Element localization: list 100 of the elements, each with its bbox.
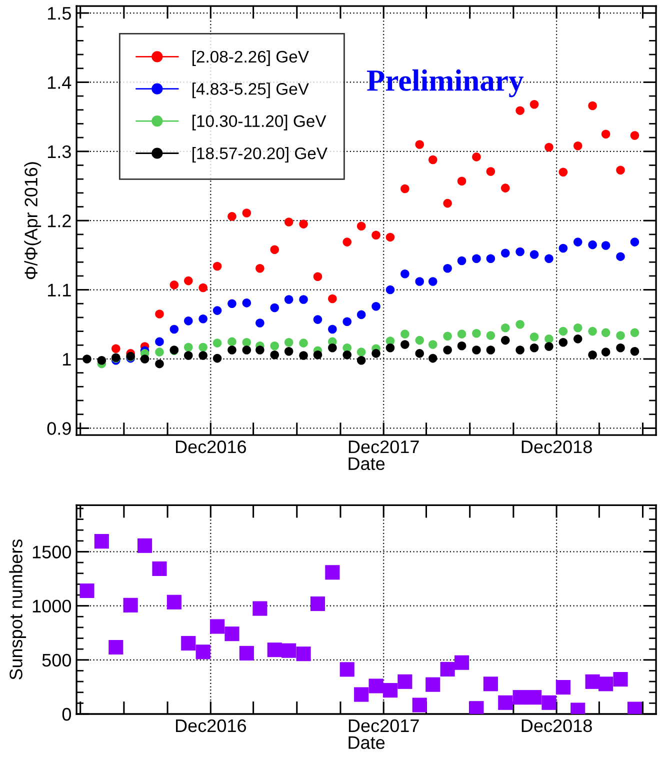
x-axis-title: Date bbox=[348, 736, 385, 749]
point bbox=[428, 340, 438, 349]
point bbox=[472, 346, 481, 354]
point bbox=[313, 350, 322, 360]
point bbox=[382, 683, 398, 698]
point bbox=[544, 334, 554, 344]
point bbox=[354, 687, 369, 702]
x-tick-label: Dec2017 bbox=[348, 719, 419, 732]
point bbox=[342, 238, 352, 246]
legend-label: [2.08-2.26] GeV bbox=[192, 50, 309, 66]
point bbox=[212, 338, 222, 348]
point bbox=[613, 672, 628, 687]
point bbox=[299, 295, 308, 304]
x-tick-label: Dec2016 bbox=[176, 440, 246, 454]
point bbox=[166, 594, 182, 610]
point bbox=[328, 294, 337, 304]
point bbox=[155, 348, 164, 356]
y-tick-label: 0 bbox=[62, 708, 71, 721]
point bbox=[415, 349, 424, 358]
point bbox=[457, 256, 466, 266]
point bbox=[616, 252, 625, 261]
point bbox=[138, 538, 152, 553]
point bbox=[526, 690, 542, 705]
point bbox=[601, 348, 610, 356]
point bbox=[530, 100, 539, 109]
point bbox=[181, 636, 196, 651]
point bbox=[108, 640, 124, 655]
point bbox=[342, 317, 352, 326]
point bbox=[500, 248, 510, 258]
point bbox=[210, 619, 225, 634]
y-tick-label: 0.9 bbox=[47, 422, 71, 435]
point bbox=[472, 328, 481, 338]
point bbox=[282, 643, 296, 658]
point bbox=[368, 678, 384, 694]
point bbox=[284, 218, 294, 226]
y-tick-label: 1.4 bbox=[48, 76, 72, 89]
point bbox=[252, 601, 268, 616]
point bbox=[454, 655, 470, 670]
point bbox=[601, 241, 610, 250]
point bbox=[170, 280, 179, 290]
point bbox=[155, 337, 164, 346]
point bbox=[270, 341, 280, 350]
y-tick-label: 1000 bbox=[32, 600, 71, 613]
point bbox=[299, 351, 308, 360]
point bbox=[616, 331, 625, 340]
point bbox=[212, 262, 222, 271]
point bbox=[630, 131, 640, 140]
point bbox=[457, 330, 466, 338]
legend-label: [4.83-5.25] GeV bbox=[192, 82, 309, 98]
point bbox=[356, 348, 366, 356]
point bbox=[486, 331, 496, 340]
point bbox=[228, 212, 236, 221]
point bbox=[228, 299, 236, 308]
point bbox=[500, 323, 510, 332]
point bbox=[412, 698, 427, 712]
point bbox=[530, 250, 539, 259]
point bbox=[198, 351, 208, 360]
point bbox=[313, 272, 322, 282]
point bbox=[400, 330, 410, 338]
point bbox=[573, 334, 582, 344]
point bbox=[426, 677, 440, 692]
point bbox=[573, 141, 582, 150]
point bbox=[228, 346, 236, 354]
point bbox=[558, 326, 568, 336]
point bbox=[616, 344, 625, 352]
point bbox=[228, 337, 236, 346]
point bbox=[398, 674, 412, 689]
point bbox=[256, 264, 264, 273]
point bbox=[94, 534, 109, 549]
point bbox=[224, 626, 240, 642]
point bbox=[239, 646, 254, 660]
point bbox=[386, 232, 395, 242]
point bbox=[601, 130, 610, 138]
point bbox=[630, 328, 640, 338]
point bbox=[299, 220, 308, 228]
point bbox=[184, 316, 193, 326]
point bbox=[386, 285, 395, 294]
point bbox=[500, 336, 510, 345]
point bbox=[415, 140, 424, 149]
point bbox=[588, 240, 597, 250]
point bbox=[372, 230, 380, 240]
y-tick-label: 1.3 bbox=[48, 145, 71, 158]
point bbox=[152, 561, 167, 576]
point bbox=[325, 565, 340, 580]
y-tick-label: 1.5 bbox=[48, 7, 71, 20]
point bbox=[530, 332, 539, 342]
point bbox=[500, 184, 510, 192]
point bbox=[530, 344, 539, 352]
point bbox=[198, 342, 208, 352]
point bbox=[630, 238, 640, 246]
point bbox=[558, 244, 568, 253]
point bbox=[486, 167, 496, 176]
point bbox=[516, 320, 524, 329]
point bbox=[242, 208, 252, 218]
point bbox=[544, 342, 554, 351]
annotation: Preliminary bbox=[366, 69, 524, 98]
point bbox=[356, 356, 366, 365]
point bbox=[212, 354, 222, 363]
point bbox=[588, 101, 597, 110]
point bbox=[544, 254, 554, 264]
